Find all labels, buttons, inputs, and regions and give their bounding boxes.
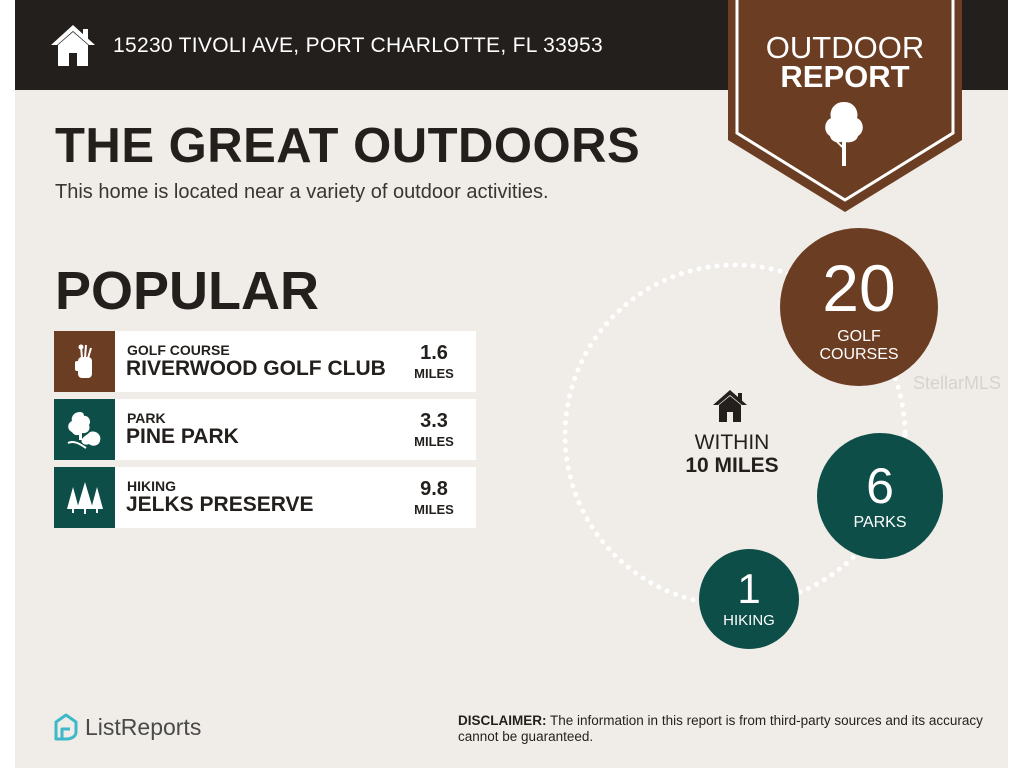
house-icon [713,390,747,422]
badge-line-1: OUTDOOR [765,30,925,65]
parks-count: 6 PARKS [817,433,943,559]
park-trees-icon [54,399,115,460]
hiking-count-value: 1 [737,565,761,612]
mls-watermark: StellarMLS [913,373,1002,393]
item-name: PINE PARK [126,425,239,448]
house-icon [51,25,95,66]
page-subtitle: This home is located near a variety of o… [55,181,549,203]
within-label: WITHIN [694,431,770,454]
item-name: JELKS PRESERVE [126,493,314,516]
item-distance-unit: MILES [414,502,454,517]
property-address: 15230 TIVOLI AVE, PORT CHARLOTTE, FL 339… [113,34,603,57]
item-category: PARK [127,410,166,426]
popular-item-golf: GOLF COURSE RIVERWOOD GOLF CLUB 1.6 MILE… [54,331,476,392]
badge-line-2: REPORT [780,59,910,94]
pine-trees-icon [54,467,115,528]
parks-count-value: 6 [866,458,894,514]
hiking-count: 1 HIKING [699,549,799,649]
disclaimer: DISCLAIMER: The information in this repo… [458,713,988,745]
report-page: 15230 TIVOLI AVE, PORT CHARLOTTE, FL 339… [15,0,1008,768]
item-distance: 3.3 [420,410,448,432]
radius-ring [562,262,908,608]
popular-heading: POPULAR [55,261,320,321]
page-title: THE GREAT OUTDOORS [55,119,641,173]
item-category: GOLF COURSE [127,342,230,358]
hiking-label: HIKING [723,612,775,629]
disclaimer-label: DISCLAIMER: [458,713,547,728]
popular-item-park: PARK PINE PARK 3.3 MILES [54,399,476,460]
brand-name: ListReports [85,714,202,740]
listreports-logo-icon [54,713,78,741]
outdoor-report-badge: OUTDOOR REPORT [728,0,962,212]
tree-icon [825,102,863,166]
golf-label-2: COURSES [819,346,899,363]
item-distance: 9.8 [420,478,448,500]
golf-courses-count: 20 GOLF COURSES [780,228,938,386]
parks-label: PARKS [853,514,907,531]
golf-count: 20 [822,251,896,325]
disclaimer-text: The information in this report is from t… [458,713,983,744]
item-category: HIKING [127,478,176,494]
item-name: RIVERWOOD GOLF CLUB [126,357,386,380]
item-distance-unit: MILES [414,434,454,449]
popular-item-hiking: HIKING JELKS PRESERVE 9.8 MILES [54,467,476,528]
golf-bag-icon [54,331,115,392]
item-distance-unit: MILES [414,366,454,381]
golf-label-1: GOLF [837,328,881,345]
within-distance: 10 MILES [685,454,779,477]
item-distance: 1.6 [420,342,448,364]
